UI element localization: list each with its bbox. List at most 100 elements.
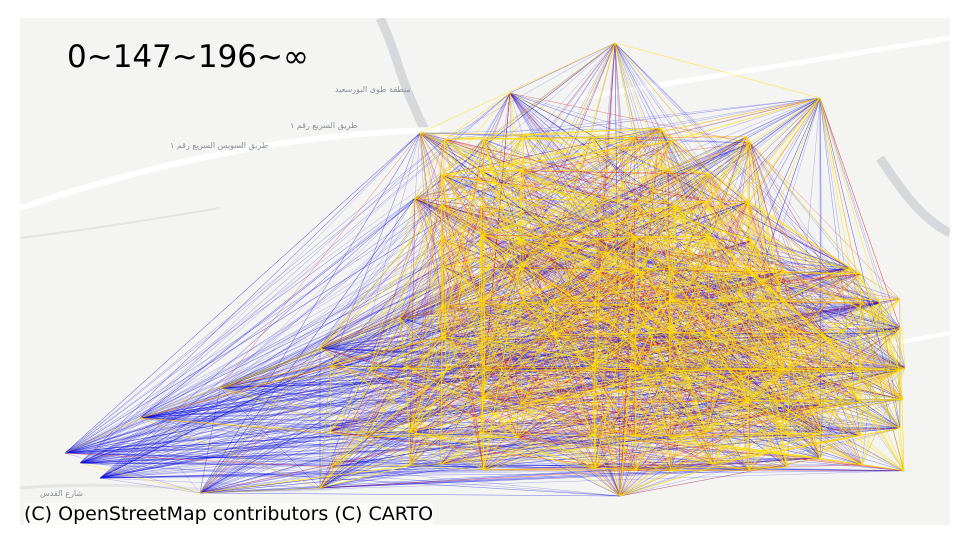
flow-line [789, 273, 861, 338]
flow-line [139, 417, 518, 438]
flow-line [99, 470, 637, 479]
flow-line [419, 132, 441, 465]
flow-line [706, 201, 710, 337]
flow-line [405, 366, 707, 433]
flow-line [670, 336, 790, 439]
flow-line [219, 317, 401, 389]
flow-line [712, 332, 897, 465]
flow-line [746, 136, 862, 275]
flow-line [441, 139, 445, 205]
flow-line [520, 97, 821, 171]
flow-line [219, 387, 823, 434]
flow-line [595, 468, 672, 471]
flow-line [483, 139, 521, 268]
flow-line [819, 97, 901, 329]
flow-line [319, 204, 443, 349]
flow-line [199, 368, 860, 494]
flow-line [480, 404, 821, 433]
map-attribution[interactable]: (C) OpenStreetMap contributors (C) CARTO [24, 503, 434, 525]
flow-line [520, 142, 751, 171]
flow-line [859, 303, 864, 403]
flow-line [405, 366, 483, 399]
flow-line [442, 266, 555, 302]
flow-line [99, 464, 862, 479]
flow-line [635, 236, 861, 403]
flow-line [669, 332, 673, 371]
flow-line [444, 139, 676, 206]
river [375, 18, 443, 148]
flow-line [64, 435, 788, 454]
flow-line [592, 127, 661, 138]
flow-line [441, 137, 635, 240]
flow-line [199, 132, 421, 494]
flow-line [706, 201, 821, 459]
flow-line [483, 372, 749, 471]
flow-line [99, 203, 636, 479]
flow-line [79, 462, 596, 469]
flow-line [365, 436, 518, 438]
flow-line [523, 236, 636, 302]
flow-line [219, 132, 421, 389]
flow-line [709, 173, 785, 271]
flow-line [784, 369, 904, 400]
flow-line [619, 305, 636, 497]
flow-line [849, 267, 904, 400]
flow-line [419, 132, 901, 429]
flow-line [671, 466, 787, 471]
flow-line [746, 367, 906, 401]
flow-line [599, 271, 828, 339]
flow-line [199, 302, 881, 494]
flow-line [712, 404, 821, 465]
flow-line [483, 435, 593, 471]
flow-line [614, 42, 901, 329]
flow-line [707, 236, 785, 370]
flow-line [712, 463, 750, 471]
map-canvas[interactable]: منطقة طوى البورسعيد طريق السريع رقم ١ طر… [20, 18, 950, 525]
flow-line [595, 238, 670, 371]
flow-line [319, 370, 486, 489]
flow-line [592, 265, 709, 366]
flow-line [409, 306, 443, 466]
flow-line [517, 298, 671, 438]
flow-line [199, 197, 416, 494]
flow-line [329, 301, 555, 432]
flow-line [819, 97, 864, 304]
flow-line [744, 201, 749, 301]
flow-line [480, 137, 635, 171]
flow-line [199, 465, 410, 494]
flow-line [199, 467, 331, 494]
flow-line [414, 197, 442, 240]
flow-line [670, 399, 904, 439]
flow-line [319, 347, 621, 497]
flow-line [595, 238, 671, 300]
flow-line [554, 201, 707, 302]
map-view[interactable]: منطقة طوى البورسعيد طريق السريع رقم ١ طر… [20, 18, 950, 525]
flow-line [671, 300, 745, 333]
flow-line [365, 137, 635, 437]
flow-line [520, 170, 636, 237]
flow-line [599, 173, 710, 272]
flow-line [706, 201, 752, 273]
flow-line [483, 139, 520, 241]
flow-line [560, 239, 596, 469]
flow-line [480, 432, 484, 470]
flow-line [79, 387, 221, 464]
flow-line [483, 368, 637, 471]
flow-line [441, 203, 636, 240]
flow-line [409, 370, 486, 433]
flow-line [442, 236, 636, 267]
flow-line [219, 387, 366, 437]
flow-line [879, 302, 898, 333]
flow-line [99, 470, 904, 479]
flow-line [782, 399, 903, 402]
map-title: 0~147~196~∞ [67, 39, 309, 75]
flow-line [782, 400, 860, 436]
flow-line [671, 140, 901, 329]
flow-line [670, 370, 900, 439]
flow-line [479, 300, 636, 306]
flow-line [744, 298, 900, 301]
flow-line [330, 365, 447, 371]
flow-line [64, 401, 860, 454]
flow-line [707, 236, 824, 373]
flow-line [823, 298, 900, 373]
